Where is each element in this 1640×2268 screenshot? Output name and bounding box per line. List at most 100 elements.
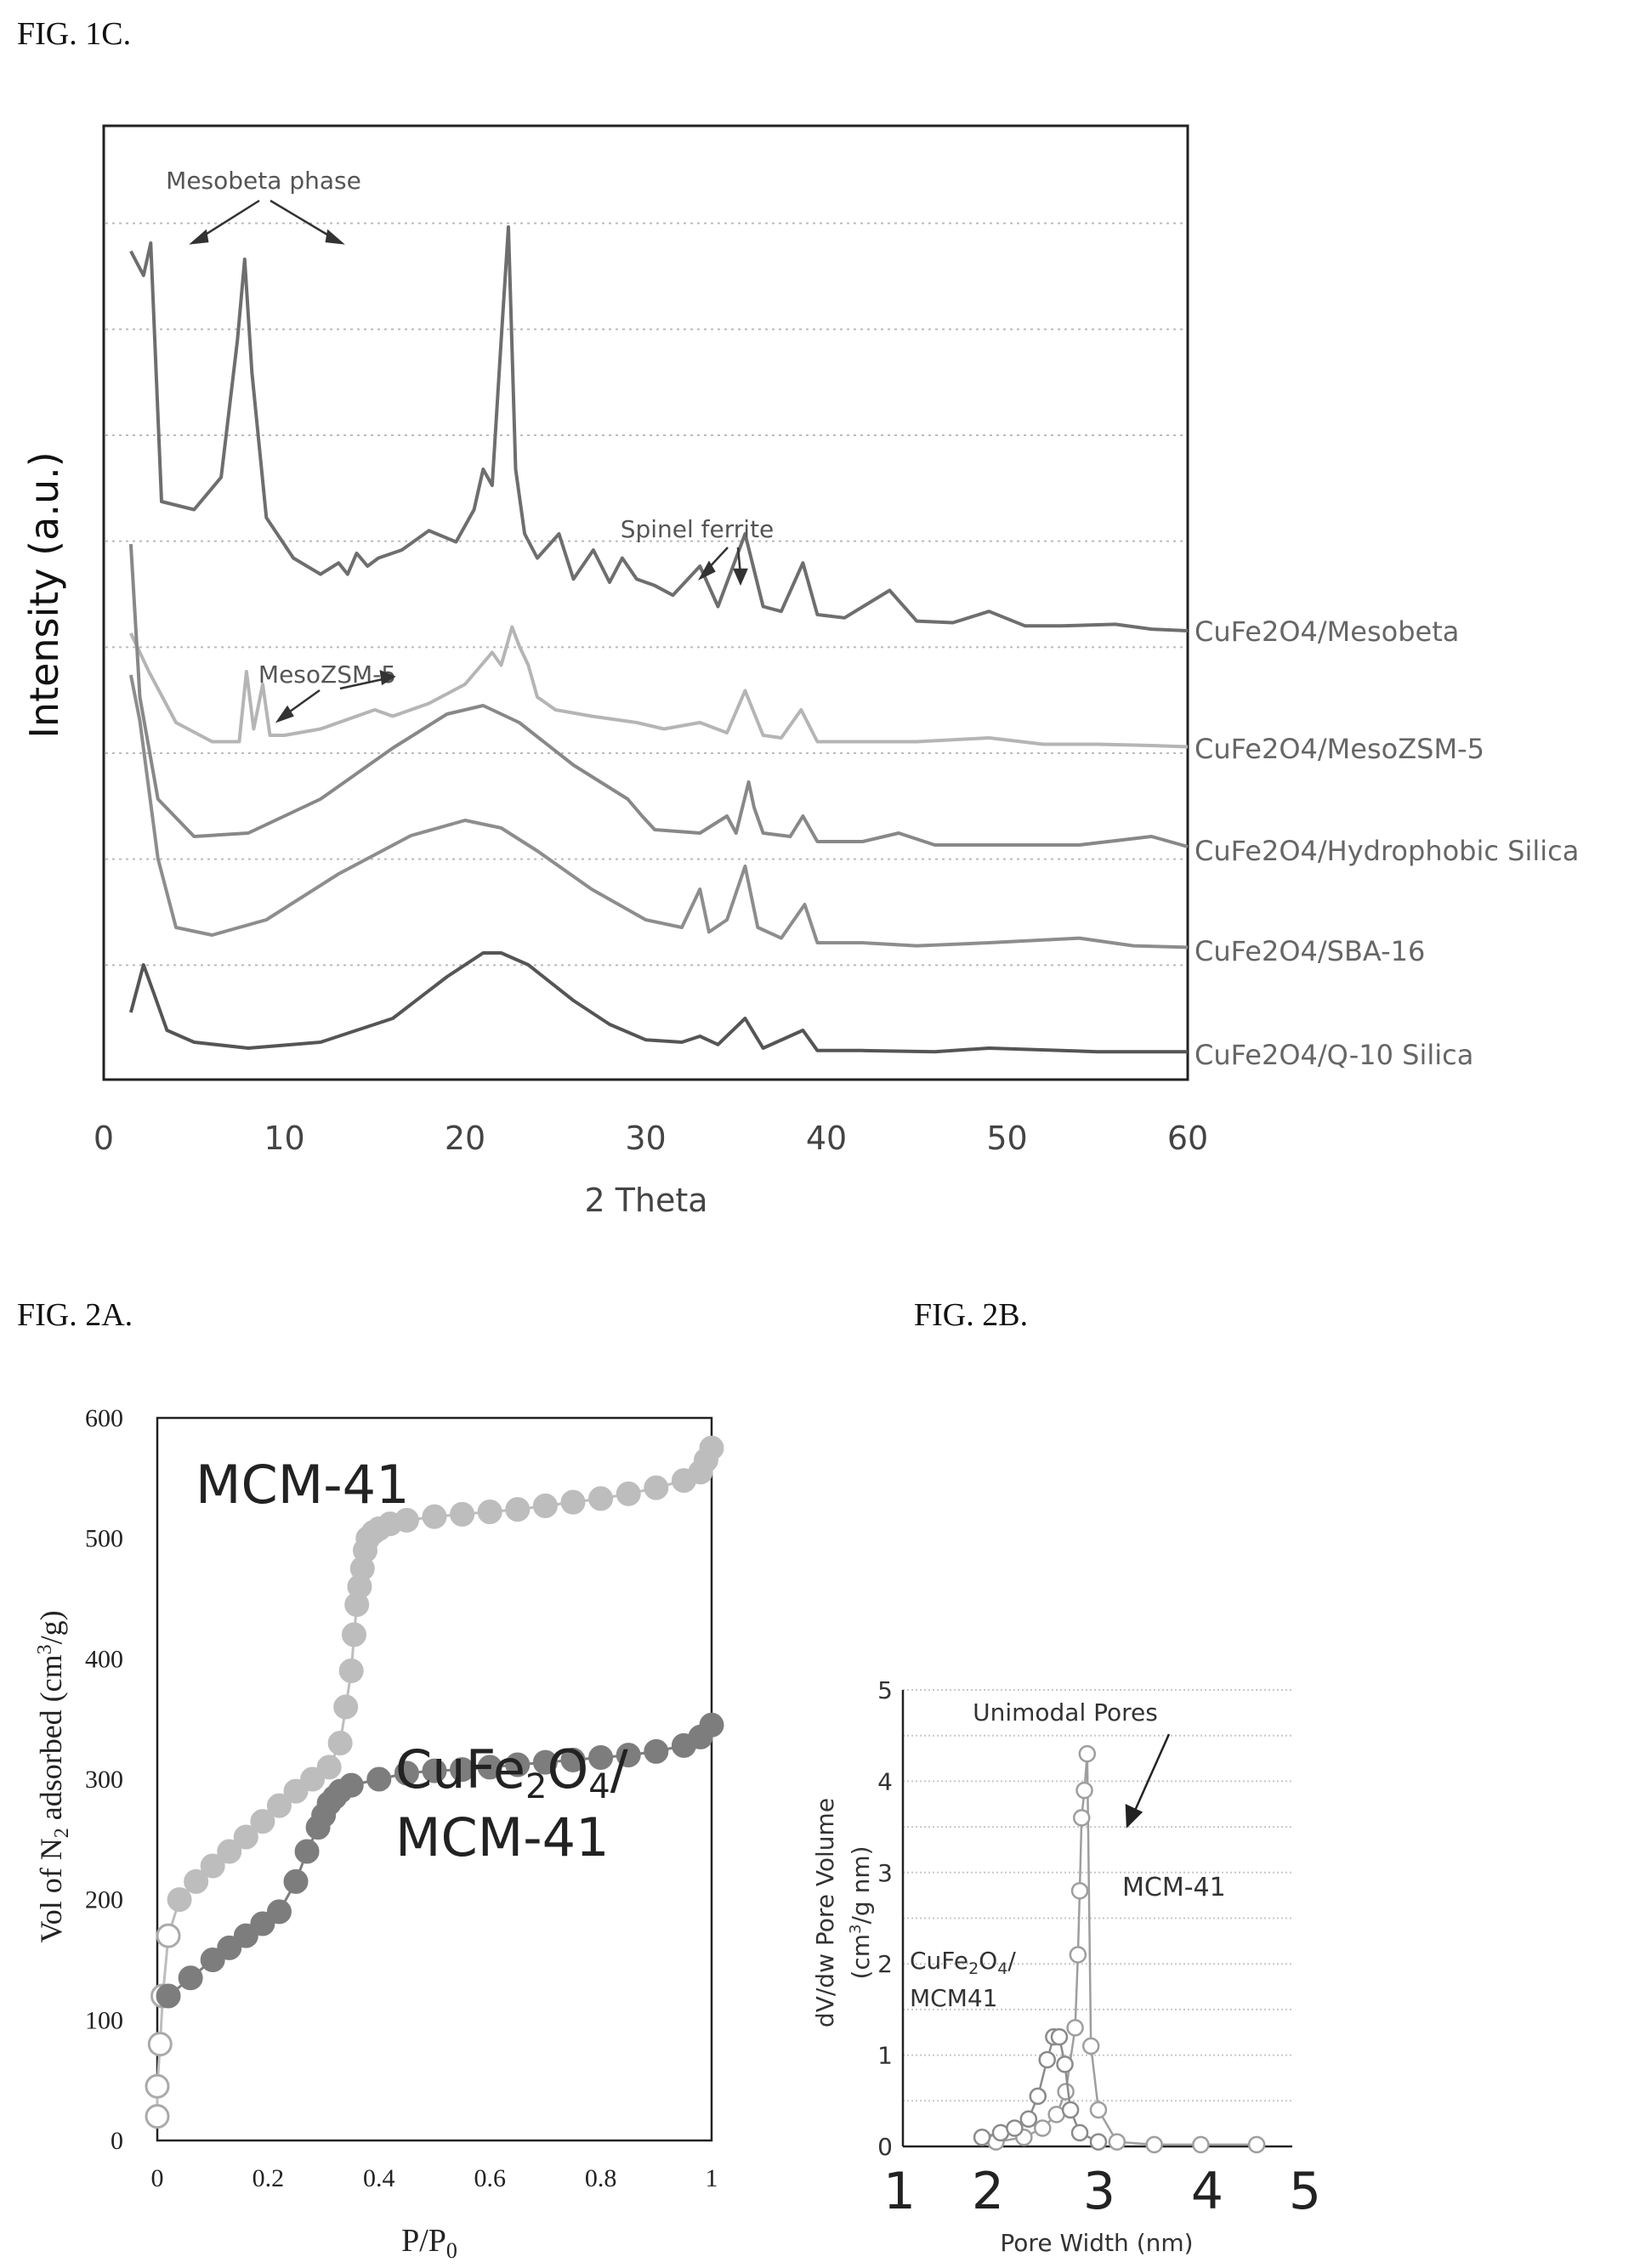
isotherm-series-mcm-41 [145,1435,724,2129]
pore-y-tick-label: 2 [877,1950,893,1978]
isotherm-point [394,1507,419,1533]
xrd-plot-frame [102,124,1189,1081]
pore-point [1019,2110,1038,2129]
pore-point [1038,2050,1056,2069]
annotation-mesobeta-phase: Mesobeta phase [166,167,361,195]
isotherm-series-cufe2o4-mcm-41 [156,1712,724,2009]
pore-x-tick-label: 1 [883,2162,916,2221]
isotherm-point [560,1489,586,1515]
pore-point [1247,2135,1266,2154]
pore-y-tick-label: 1 [877,2042,893,2070]
isotherm-point [156,1923,181,1948]
isotherm-point [147,2032,173,2057]
pore-y-axis-label-line2: (cm3/g nm) [847,1846,875,1979]
annotation-pore-cufe2o4: CuFe2O4/ [910,1947,1016,1978]
annotation-unimodal-pores: Unimodal Pores [973,1698,1158,1727]
isotherm-xlabel-main: P/P [401,2223,446,2259]
pore-ylabel-sup: 3 [847,1925,865,1934]
annotation-pore-mcm41-support: MCM41 [910,1984,998,2012]
isotherm-point [266,1793,292,1818]
xrd-series-cufe2o4-hydrophobic-silica [128,543,1189,848]
pore-y-tick-label: 0 [877,2133,893,2161]
isotherm-point [333,1694,359,1720]
pore-point [973,2129,991,2146]
pore-point [1050,2027,1069,2046]
isotherm-label-mcm41-support: MCM-41 [395,1806,610,1868]
pore-point [1192,2135,1210,2154]
isotherm-label-cufe2o4: CuFe2O4/ [395,1738,628,1806]
isotherm-point [699,1712,724,1738]
isotherm-point [450,1501,475,1527]
isotherm-series-group [145,1435,724,2129]
xrd-x-tick-labels: 0 10 20 30 40 50 60 [94,1120,1208,1157]
pore-x-tick-label: 3 [1083,2162,1115,2221]
isotherm-ylabel-rest: adsorbed (cm [34,1654,68,1828]
pore-point [1072,1809,1091,1827]
xrd-x-axis-label: 2 Theta [584,1182,707,1219]
xrd-x-tick-label: 0 [94,1120,114,1157]
isotherm-point [294,1839,320,1864]
xrd-series-cufe2o4-sba-16 [128,674,1189,950]
pore-cufe2o4-end: / [1007,1947,1016,1975]
isotherm-point [616,1743,641,1768]
pore-point [1089,2101,1108,2119]
xrd-x-tick-label: 20 [445,1120,485,1157]
fig-2b-label: FIG. 2B. [914,1297,1029,1333]
xrd-grid [105,222,1186,967]
pore-point [1069,1946,1087,1964]
isotherm-point [644,1475,669,1500]
isotherm-point [233,1923,258,1948]
pore-point [1089,2133,1108,2151]
pore-cufe2o4-sub1: 2 [968,1959,979,1978]
isotherm-point [167,1887,192,1913]
isotherm-point [477,1500,502,1524]
isotherm-chart: 0 100 200 300 400 500 600 0 0.2 0.4 0.6 0.8 1 MCM-41… [34,1404,724,2263]
isotherm-ylabel-main: Vol of N [34,1838,68,1942]
xrd-series-group [128,225,1189,1054]
xrd-series-label-cufe2o4-mesobeta: CuFe2O4/Mesobeta [1195,615,1459,648]
pore-cufe2o4-mid: O [979,1947,997,1975]
isotherm-point [532,1749,558,1775]
isotherm-point [327,1731,353,1755]
xrd-series-label-cufe2o4-q-10-silica: CuFe2O4/Q-10 Silica [1195,1039,1473,1071]
unimodal-pores-arrow [1125,1733,1171,1829]
pore-series-mcm-41 [987,1744,1266,2154]
xrd-x-tick-label: 30 [625,1120,666,1157]
pore-x-tick-label: 4 [1191,2162,1223,2221]
isotherm-point [341,1622,366,1647]
pore-cufe2o4-sub2: 4 [997,1959,1007,1978]
xrd-series-labels: CuFe2O4/Mesobeta CuFe2O4/MesoZSM-5 CuFe2O4… [1195,615,1579,1071]
mesobeta-arrows [189,199,345,245]
pore-series-group [973,1744,1266,2154]
pore-grid [903,1689,1292,2102]
isotherm-point [616,1481,641,1506]
isotherm-point [250,1809,275,1834]
pore-point [1075,1781,1093,1800]
pore-x-axis-label: Pore Width (nm) [1000,2229,1193,2257]
isotherm-point [300,1766,326,1792]
xrd-x-tick-label: 10 [264,1120,304,1157]
pore-series-cufe2o4-mcm41 [973,2027,1108,2151]
isotherm-point [644,1738,669,1764]
isotherm-xlabel-sub: 0 [446,2238,457,2263]
pore-point [1066,2019,1084,2037]
pore-y-tick-label: 5 [877,1676,893,1704]
isotherm-point [184,1868,209,1894]
pore-point [1081,2037,1100,2055]
isotherm-point [505,1497,531,1522]
isotherm-y-tick-label: 500 [85,1525,123,1553]
isotherm-point [338,1658,364,1683]
isotherm-point [156,1983,181,2009]
isotherm-y-tick-label: 200 [85,1886,123,1914]
isotherm-point [217,1935,242,1960]
pore-point [1056,2055,1074,2073]
isotherm-ylabel-sup: 3 [34,1644,56,1654]
isotherm-point [477,1755,502,1780]
isotherm-point [316,1755,342,1780]
isotherm-point [283,1868,309,1894]
pore-y-axis-label-line1: dV/dw Pore Volume [811,1798,839,2027]
pore-point [1078,1744,1097,1763]
